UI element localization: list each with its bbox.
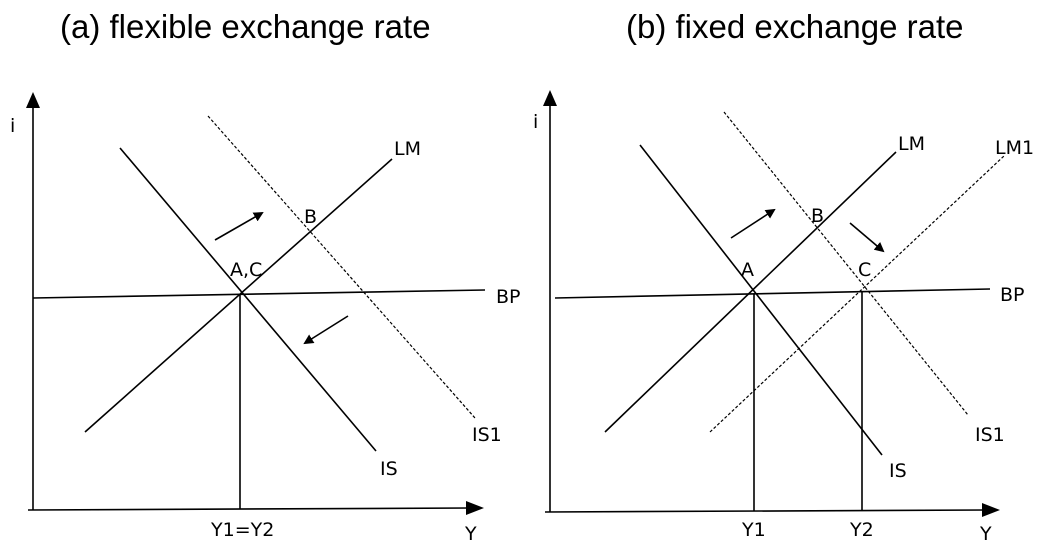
panel-a-lm-label: LM [394, 138, 421, 160]
panel-b-is1-curve [723, 111, 969, 416]
panel-b-is-label: IS [889, 460, 907, 482]
panel-a-x-tick-y1y2: Y1=Y2 [210, 519, 274, 541]
panel-b-lm-curve [604, 151, 897, 433]
panel-b-bp-label: BP [1000, 284, 1025, 306]
arrow-up-right-icon [214, 212, 264, 241]
panel-b-x-axis-arrow-icon [982, 503, 1000, 517]
panel-a-lm-curve [84, 158, 393, 433]
panel-a-y-axis-arrow-icon [26, 92, 40, 108]
panel-a-bp-label: BP [496, 286, 521, 308]
panel-a-is-label: IS [380, 458, 398, 480]
panel-b-point-a: A [741, 259, 754, 281]
panel-b-title: (b) fixed exchange rate [626, 8, 964, 45]
panel-a-is1-label: IS1 [472, 424, 502, 446]
panel-b-point-c: C [858, 259, 871, 281]
panel-b-lm1-curve [709, 154, 1006, 433]
panel-a-x-label: Y [464, 523, 477, 543]
arrow-up-right-icon [730, 208, 776, 239]
panel-b-lm1-label: LM1 [995, 137, 1034, 159]
panel-a: i Y LM BP IS IS1 A,C B Y1=Y2 [10, 92, 521, 543]
panel-a-x-axis [27, 507, 471, 511]
panel-a-is-curve [119, 147, 377, 452]
panel-b-x-tick-y2: Y2 [849, 519, 874, 541]
panel-b-bp-curve [554, 288, 991, 299]
panel-a-bp-curve [32, 289, 486, 299]
panel-a-y-label: i [10, 115, 15, 137]
panel-b-x-label: Y [979, 523, 992, 543]
arrow-down-left-icon [303, 315, 349, 345]
panel-b-x-axis [544, 509, 987, 513]
panel-a-x-axis-arrow-icon [466, 501, 484, 515]
panel-a-point-ac: A,C [230, 259, 262, 281]
panel-b-point-b: B [811, 205, 824, 227]
panel-b-lm-label: LM [898, 133, 925, 155]
panel-a-point-b: B [304, 206, 317, 228]
arrow-down-right-icon [849, 222, 885, 253]
panel-b-x-tick-y1: Y1 [741, 519, 766, 541]
panel-b-is-curve [639, 144, 883, 456]
panel-b-y-label: i [533, 111, 538, 133]
panel-a-title: (a) flexible exchange rate [60, 8, 431, 45]
panel-b-y-axis-arrow-icon [543, 90, 557, 106]
panel-b-is1-label: IS1 [975, 424, 1005, 446]
panel-a-is1-curve [207, 115, 476, 419]
panel-b: i Y LM LM1 BP IS IS1 A B C Y1 Y2 [533, 90, 1034, 543]
